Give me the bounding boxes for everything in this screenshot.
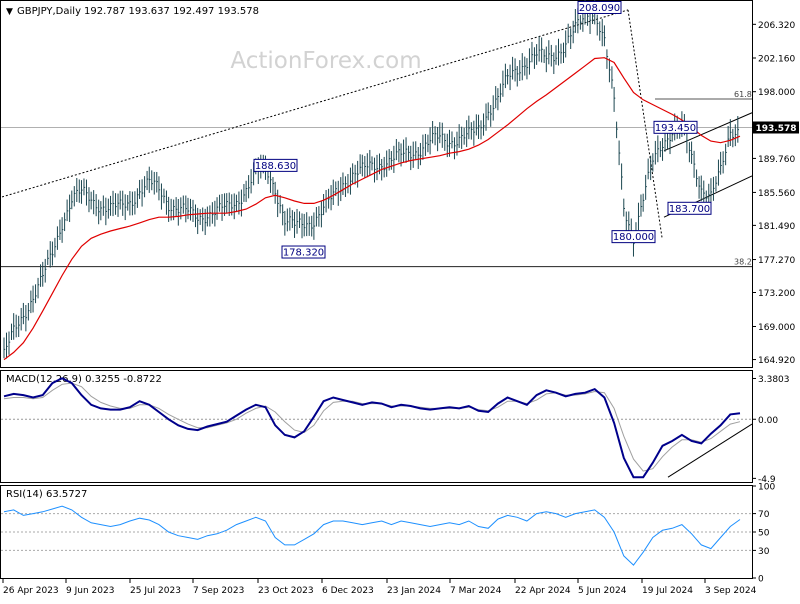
macd-tick-label: 0.00 [758,416,778,426]
date-tick-label: 22 Apr 2024 [515,586,571,596]
rsi-tick-label: 0 [758,575,764,585]
macd-series [1,377,753,479]
macd-tick-label: -4.9 [758,475,776,485]
horizontal-lines: 61.8 38.2 [1,90,752,268]
price-tick-label: 189.760 [758,155,795,165]
date-tick-label: 25 Jul 2023 [130,586,181,596]
rsi-tick-label: 70 [758,510,770,520]
date-tick-label: 26 Apr 2023 [3,586,59,596]
price-annotation-box [253,158,298,172]
price-annotation-label: 188.630 [255,161,296,172]
price-tick-label: 185.560 [758,189,795,199]
symbol-label: GBPJPY,Daily [17,6,81,17]
price-tick-label: 202.160 [758,55,795,65]
price-tick-label: 177.270 [758,256,795,266]
price-tick-label: 206.320 [758,21,795,31]
price-annotation-label: 180.000 [613,232,654,243]
rsi-label: RSI(14) 63.5727 [6,489,87,500]
date-tick-label: 5 Jun 2024 [578,586,627,596]
moving-average [3,57,741,361]
date-tick-label: 7 Sep 2023 [193,586,244,596]
watermark: ActionForex.com [230,48,421,74]
rsi-tick-label: 30 [758,547,770,557]
price-annotation-label: 178.320 [283,248,324,259]
last-price-label: 193.578 [756,124,797,134]
macd-trendline [667,423,753,478]
rsi-series [1,505,752,566]
rsi-tick-label: 100 [758,483,775,493]
rsi-tick-label: 50 [758,529,770,539]
date-tick-label: 6 Dec 2023 [322,586,374,596]
price-annotation-box [667,201,712,215]
price-tick-label: 173.200 [758,289,795,299]
date-tick-label: 19 Jul 2024 [642,586,693,596]
date-tick-label: 23 Jan 2024 [387,586,441,596]
price-annotation-box [281,245,326,259]
price-annotation-box [577,0,622,14]
price-tick-label: 169.000 [758,323,795,333]
dropdown-arrow-icon[interactable]: ▼ [6,7,13,17]
price-annotation-label: 193.450 [655,123,696,134]
main-panel [0,0,753,368]
date-tick-label: 9 Jun 2023 [66,586,114,596]
last-price-tag: 193.578 [753,121,799,134]
price-tick-label: 198.000 [758,88,795,98]
ohlc-readout: 192.787 193.637 192.497 193.578 [84,6,259,17]
price-tick-label: 181.490 [758,222,795,232]
long-dotted-trendline [1,9,629,198]
macd-label: MACD(12,26,9) 0.3255 -0.8722 [6,374,162,385]
price-annotations: 208.090 188.630 178.320 193.450 183.700 180.0… [253,0,712,259]
date-axis: 26 Apr 2023 9 Jun 2023 25 Jul 2023 7 Sep 20… [2,579,757,596]
macd-tick-label: 3.3803 [758,375,790,385]
price-tick-label: 164.920 [758,356,795,366]
price-axis: 206.320202.160198.000193.840189.760185.5… [752,21,795,366]
fib-382-label: 38.2 [734,258,752,267]
fib-618-label: 61.8 [734,90,752,99]
price-annotation-label: 208.090 [579,3,620,14]
date-tick-label: 7 Mar 2024 [450,586,502,596]
price-annotation-label: 183.700 [669,204,710,215]
macd-line [3,377,741,479]
price-bars [3,0,740,359]
macd-panel [0,370,753,483]
last-price-box [753,121,799,134]
date-tick-label: 23 Oct 2023 [258,586,314,596]
rsi-line [3,505,741,566]
price-annotation-box [653,120,698,134]
price-annotation-box [611,230,656,244]
ma-line [3,57,741,361]
date-tick-label: 3 Sep 2024 [705,586,757,596]
